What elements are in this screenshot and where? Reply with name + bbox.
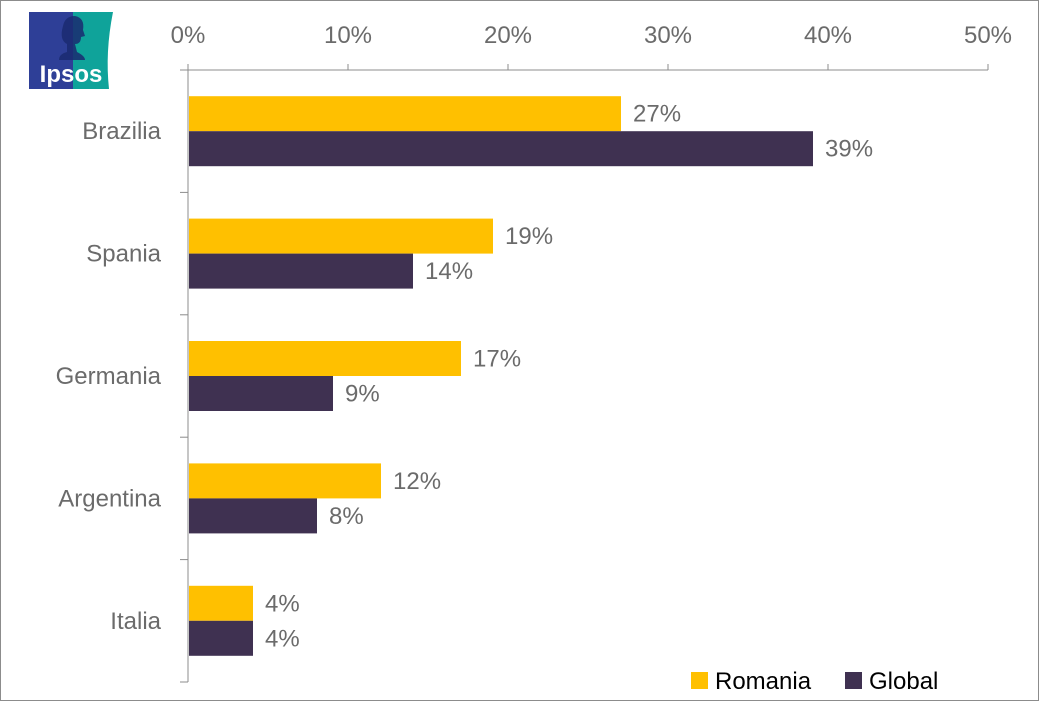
category-label: Brazilia <box>82 118 161 145</box>
data-label: 14% <box>425 258 473 285</box>
data-label: 8% <box>329 503 364 530</box>
x-tick-label: 40% <box>804 22 852 49</box>
legend-label-romania: Romania <box>715 668 812 695</box>
bar-global <box>189 376 333 411</box>
data-label: 17% <box>473 346 521 373</box>
ipsos-logo: Ipsos <box>29 12 113 89</box>
category-label: Argentina <box>58 485 161 512</box>
x-tick-label: 0% <box>171 22 206 49</box>
bar-romania <box>189 218 493 254</box>
legend-label-global: Global <box>869 668 938 695</box>
data-label: 4% <box>265 590 300 617</box>
bar-global <box>189 620 253 656</box>
bar-romania <box>189 463 381 499</box>
data-label: 19% <box>505 223 553 250</box>
legend-swatch-romania <box>691 672 708 689</box>
data-label: 12% <box>393 468 441 495</box>
data-label: 4% <box>265 625 300 652</box>
legend-swatch-global <box>845 672 862 689</box>
bar-global <box>189 131 813 167</box>
data-label: 9% <box>345 381 380 408</box>
x-tick-label: 20% <box>484 22 532 49</box>
x-tick-label: 10% <box>324 22 372 49</box>
bar-romania <box>189 585 253 621</box>
bar-romania <box>189 341 461 376</box>
bar-romania <box>189 96 621 132</box>
bar-global <box>189 498 317 534</box>
x-tick-label: 50% <box>964 22 1012 49</box>
category-label: Germania <box>56 363 162 390</box>
data-label: 27% <box>633 101 681 128</box>
category-label: Italia <box>110 608 161 635</box>
data-label: 39% <box>825 136 873 163</box>
category-label: Spania <box>86 241 161 268</box>
x-tick-label: 30% <box>644 22 692 49</box>
bar-global <box>189 253 413 289</box>
logo-text: Ipsos <box>40 61 103 88</box>
